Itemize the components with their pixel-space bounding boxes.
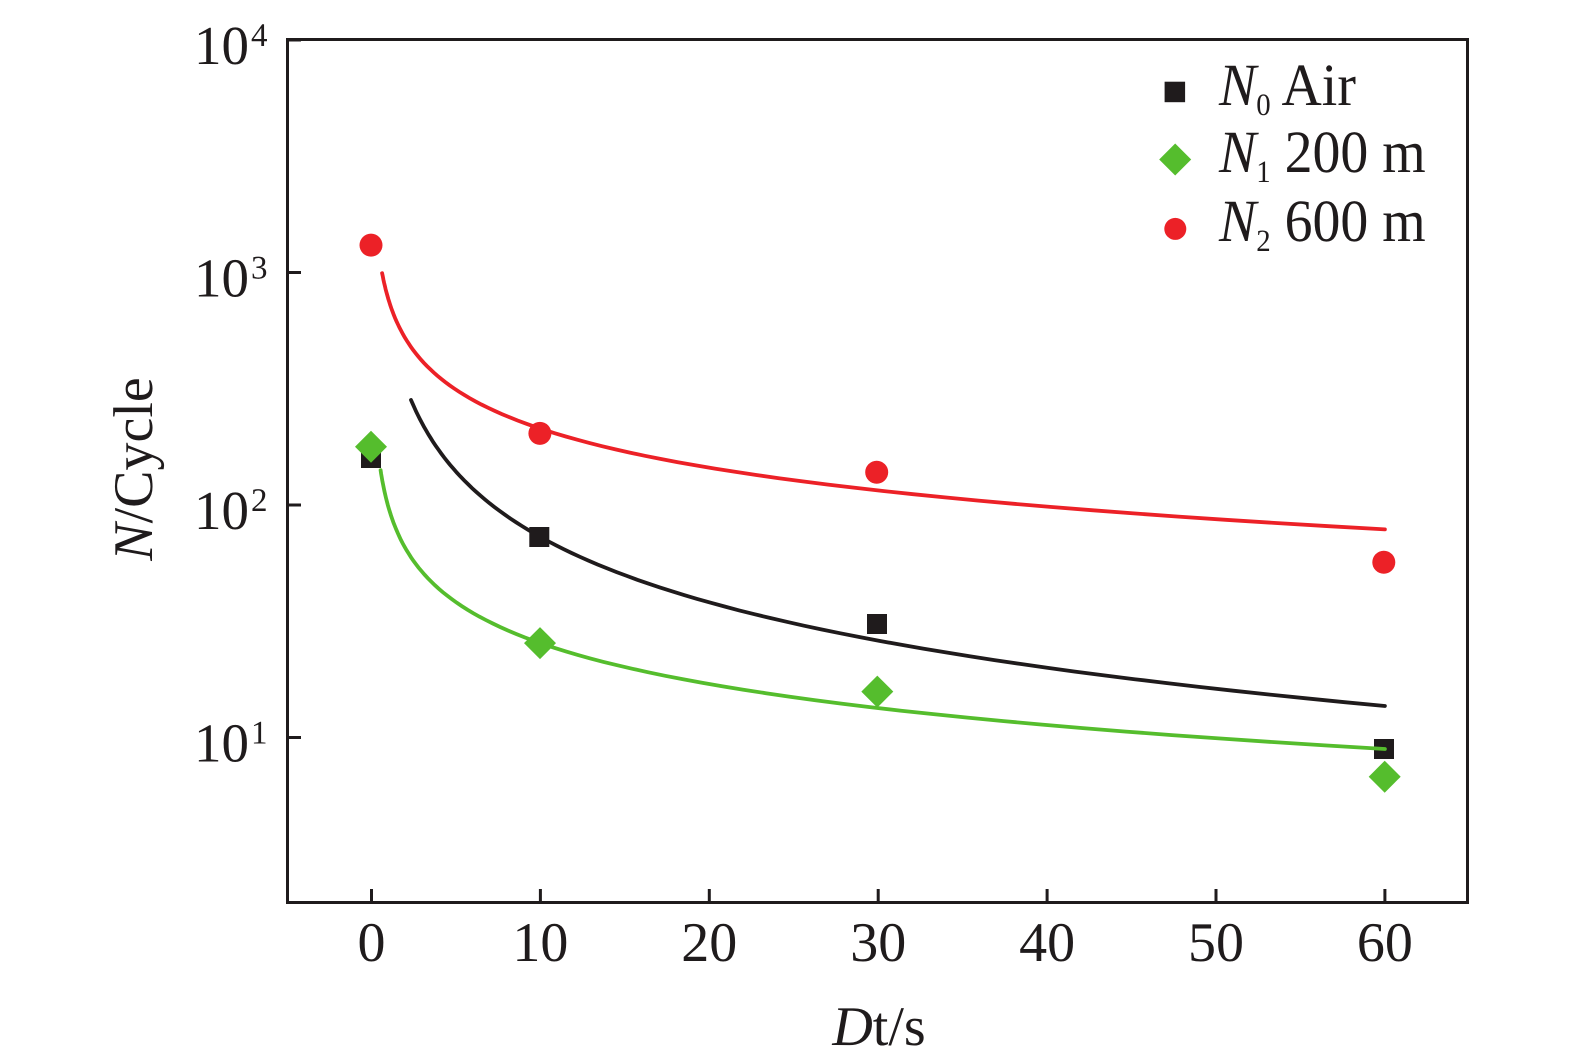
svg-text:50: 50 [1188,912,1244,974]
svg-text:10: 10 [194,15,249,76]
svg-text:40: 40 [1019,912,1075,974]
svg-text:N/Cycle: N/Cycle [103,377,165,562]
svg-text:3: 3 [251,251,268,287]
svg-text:10: 10 [194,248,249,309]
svg-text:10: 10 [194,480,249,541]
svg-text:1: 1 [251,716,268,752]
svg-text:30: 30 [850,912,906,974]
svg-text:Dt/s: Dt/s [831,996,925,1058]
svg-text:10: 10 [512,912,568,974]
svg-text:0: 0 [358,912,386,974]
svg-text:4: 4 [251,18,268,54]
svg-text:N0 Air: N0 Air [1218,52,1356,122]
svg-text:N2 600 m: N2 600 m [1218,188,1426,258]
svg-text:N1 200 m: N1 200 m [1218,119,1426,189]
svg-text:2: 2 [251,483,268,519]
svg-text:20: 20 [681,912,737,974]
svg-text:60: 60 [1357,912,1413,974]
svg-text:10: 10 [194,713,249,774]
